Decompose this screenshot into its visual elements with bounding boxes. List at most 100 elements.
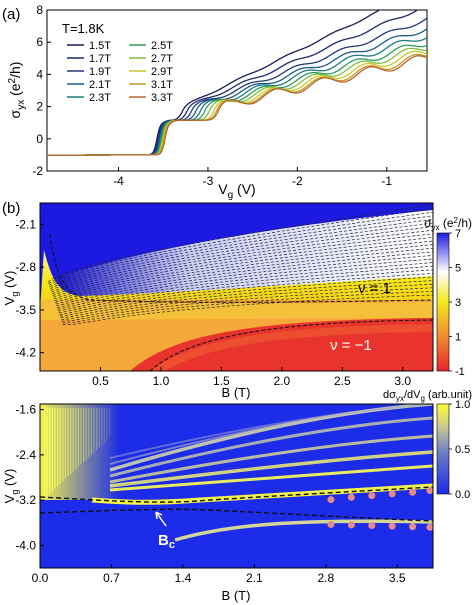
noise-stripe bbox=[90, 408, 93, 455]
marker-lower bbox=[327, 520, 335, 528]
x-tick-label: 3.5 bbox=[389, 571, 406, 585]
panel-b-lower-plot: 0.0 0.7 1.4 2.1 2.8 3.5 -1.6 -2.4 -3.2 -4.0 B (T… bbox=[2, 389, 472, 603]
panel-a-series-lines bbox=[47, 10, 427, 156]
panel-b-lower-xlabel: B (T) bbox=[222, 588, 251, 603]
legend-label: 2.5T bbox=[151, 40, 173, 52]
dashed-contour bbox=[56, 255, 433, 307]
colorbar-1-tick-label: -1 bbox=[455, 366, 465, 378]
dashed-contour bbox=[53, 240, 433, 300]
panel-a-annotation: T=1.8K bbox=[62, 21, 105, 36]
panel-a-xlabel-main: V bbox=[218, 181, 228, 197]
y-tick-label: -3.5 bbox=[15, 303, 36, 317]
noise-stripe bbox=[109, 408, 111, 438]
noise-stripe bbox=[57, 408, 59, 486]
x-tick-label: 1.4 bbox=[175, 571, 192, 585]
marker-lower bbox=[368, 522, 376, 530]
x-tick-label: 1.5 bbox=[213, 374, 230, 388]
x-tick-label: 0.0 bbox=[32, 571, 49, 585]
colorbar-2-tick-label: 0.5 bbox=[455, 444, 470, 456]
colorbar-1-tick-label: 3 bbox=[455, 297, 461, 309]
panel-b-upper-xlabel: B (T) bbox=[222, 385, 251, 400]
colorbar-2-tick-label: 0.0 bbox=[455, 489, 470, 501]
y-tick-label: -4.0 bbox=[15, 538, 36, 552]
landau-fan-line bbox=[109, 434, 433, 484]
noise-stripe bbox=[64, 408, 67, 479]
legend-label: 2.3T bbox=[89, 92, 111, 104]
noise-stripe bbox=[106, 408, 108, 441]
noise-stripe bbox=[62, 408, 64, 482]
legend-label: 1.5T bbox=[89, 40, 111, 52]
panel-a-x-ticks: -4 -3 -2 -1 bbox=[113, 167, 392, 188]
colorbar-1-tick-label: 5 bbox=[455, 263, 461, 275]
marker-upper bbox=[327, 496, 335, 504]
colorbar-1-label-sub: yx bbox=[432, 223, 440, 232]
panel-b-upper-y-ticks: -2.1 -2.8 -3.5 -4.2 bbox=[15, 217, 44, 360]
y-tick-label: 8 bbox=[36, 3, 43, 17]
panel-b-upper-ylabel-sub: g bbox=[10, 292, 20, 297]
noise-stripe bbox=[85, 408, 87, 460]
dashed-contour bbox=[58, 269, 433, 313]
y-tick-label: -2 bbox=[32, 164, 43, 178]
dashed-contour bbox=[60, 280, 433, 319]
legend-label: 3.1T bbox=[151, 79, 173, 91]
y-tick-label: -4.2 bbox=[15, 346, 36, 360]
bc-label: Bc bbox=[158, 532, 175, 551]
panel-a-xlabel-sub: g bbox=[228, 190, 234, 201]
y-tick-label: -2.1 bbox=[15, 217, 36, 231]
noise-stripe bbox=[67, 408, 69, 477]
x-tick-label: 3.0 bbox=[394, 374, 411, 388]
legend-label: 3.3T bbox=[151, 92, 173, 104]
dashed-contour bbox=[52, 233, 433, 296]
panel-b-lower-ylabel-unit: (V) bbox=[2, 469, 17, 490]
landau-fan-line bbox=[109, 464, 433, 492]
dashed-contour bbox=[51, 226, 433, 293]
noise-stripe bbox=[59, 408, 61, 484]
panel-b-upper-plot: 0.5 1.0 1.5 2.0 2.5 3.0 -2.1 -2.8 -3.5 -4.2 B (T… bbox=[2, 202, 472, 400]
y-tick-label: -2.8 bbox=[15, 260, 36, 274]
legend-label: 2.9T bbox=[151, 66, 173, 78]
noise-stripe bbox=[70, 408, 72, 474]
x-tick-label: 2.5 bbox=[334, 374, 351, 388]
y-tick-label: -3.2 bbox=[15, 493, 36, 507]
noise-stripe bbox=[98, 408, 100, 448]
panel-b-upper-ylabel-main: V bbox=[2, 296, 17, 305]
colorbar-1-tick-label: 7 bbox=[455, 228, 461, 240]
x-tick-label: -3 bbox=[203, 174, 214, 188]
marker-lower bbox=[388, 522, 396, 530]
y-tick-label: 2 bbox=[36, 100, 43, 114]
panel-a-ylabel-sub: yx bbox=[16, 100, 27, 110]
x-tick-label: -2 bbox=[292, 174, 303, 188]
y-tick-label: -1.6 bbox=[15, 403, 36, 417]
bc-label-sub: c bbox=[169, 539, 175, 551]
series-line-3.3T bbox=[47, 55, 427, 156]
dashed-contour bbox=[47, 204, 433, 283]
colorbar-2-label-unit: (arb.unit) bbox=[425, 389, 472, 401]
x-tick-label: 2.0 bbox=[274, 374, 291, 388]
panel-b-lower-lower-dashed-fit bbox=[40, 508, 433, 522]
panel-a-ylabel-main: σ bbox=[7, 109, 23, 118]
panel-b-lower-landau-fan bbox=[109, 404, 433, 492]
colorbar-1-ticks: 7 5 3 1 -1 bbox=[449, 228, 465, 378]
x-tick-label: 2.8 bbox=[317, 571, 334, 585]
annotation-nu-1: ν = 1 bbox=[358, 280, 391, 297]
panel-b-upper-heatmap bbox=[40, 203, 433, 371]
colorbar-2-label-sub: yx bbox=[396, 394, 404, 403]
noise-stripe bbox=[83, 408, 85, 462]
noise-stripe bbox=[88, 408, 90, 458]
panel-b-upper-frame bbox=[39, 202, 434, 372]
colorbar-2-label: dσyx/dVg (arb.unit) bbox=[383, 389, 472, 403]
panel-a-ylabel-unit: (e bbox=[7, 83, 23, 100]
panel-b-lower-ylabel-sub: g bbox=[10, 490, 20, 495]
panel-b-lower-y-ticks: -1.6 -2.4 -3.2 -4.0 bbox=[15, 403, 44, 552]
panel-a-plot: -4 -3 -2 -1 -2 0 2 4 6 8 T=1.8K 1.5T1.7T1.9T2.1T… bbox=[7, 3, 428, 201]
panel-b-upper-nu1-boundary bbox=[49, 233, 433, 303]
annotation-nu-minus-1: ν = −1 bbox=[330, 337, 372, 354]
colorbar-2-label-sub2: g bbox=[420, 394, 424, 403]
dashed-contour bbox=[54, 244, 433, 302]
y-tick-label: 0 bbox=[36, 132, 43, 146]
x-tick-label: 0.7 bbox=[103, 571, 120, 585]
y-tick-label: -2.4 bbox=[15, 448, 36, 462]
marker-upper bbox=[368, 492, 376, 500]
noise-stripe bbox=[49, 408, 51, 494]
panel-b-lower-frame bbox=[39, 403, 434, 569]
